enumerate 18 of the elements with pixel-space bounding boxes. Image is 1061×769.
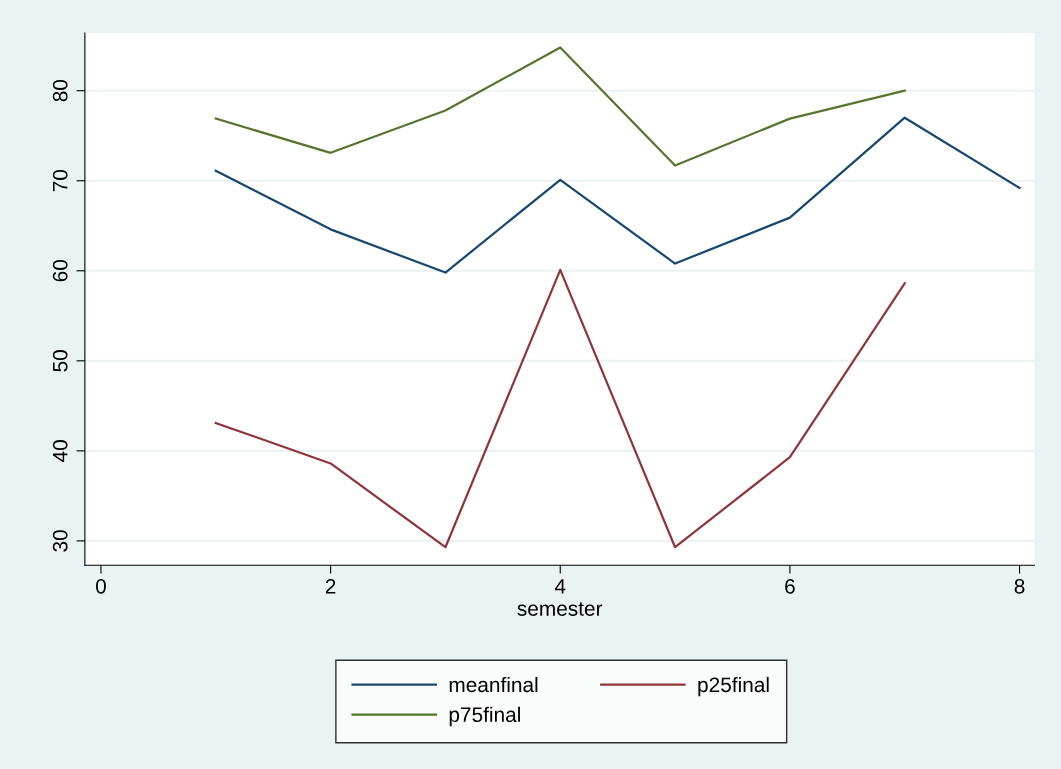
line-series [214, 268, 906, 549]
y-tick-label: 30 [52, 530, 68, 552]
legend-label: p75final [449, 706, 520, 727]
x-tick-label: 4 [554, 579, 566, 594]
x-tick-label: 2 [325, 578, 336, 594]
x-tick-label: 8 [1014, 578, 1025, 594]
y-tick-label: 50 [52, 350, 68, 372]
line-series [214, 46, 906, 167]
legend-label: meanfinal [449, 676, 538, 693]
y-tick-label: 40 [52, 440, 68, 462]
y-tick-label: 70 [52, 169, 68, 192]
x-tick-label: 0 [95, 578, 106, 594]
y-tick-label: 80 [52, 79, 68, 102]
x-tick-label: 6 [785, 578, 795, 594]
y-tick-label: 60 [52, 260, 68, 282]
line-series [214, 116, 1021, 274]
x-axis-title: semester [517, 602, 603, 616]
legend-label: p25final [698, 676, 769, 697]
